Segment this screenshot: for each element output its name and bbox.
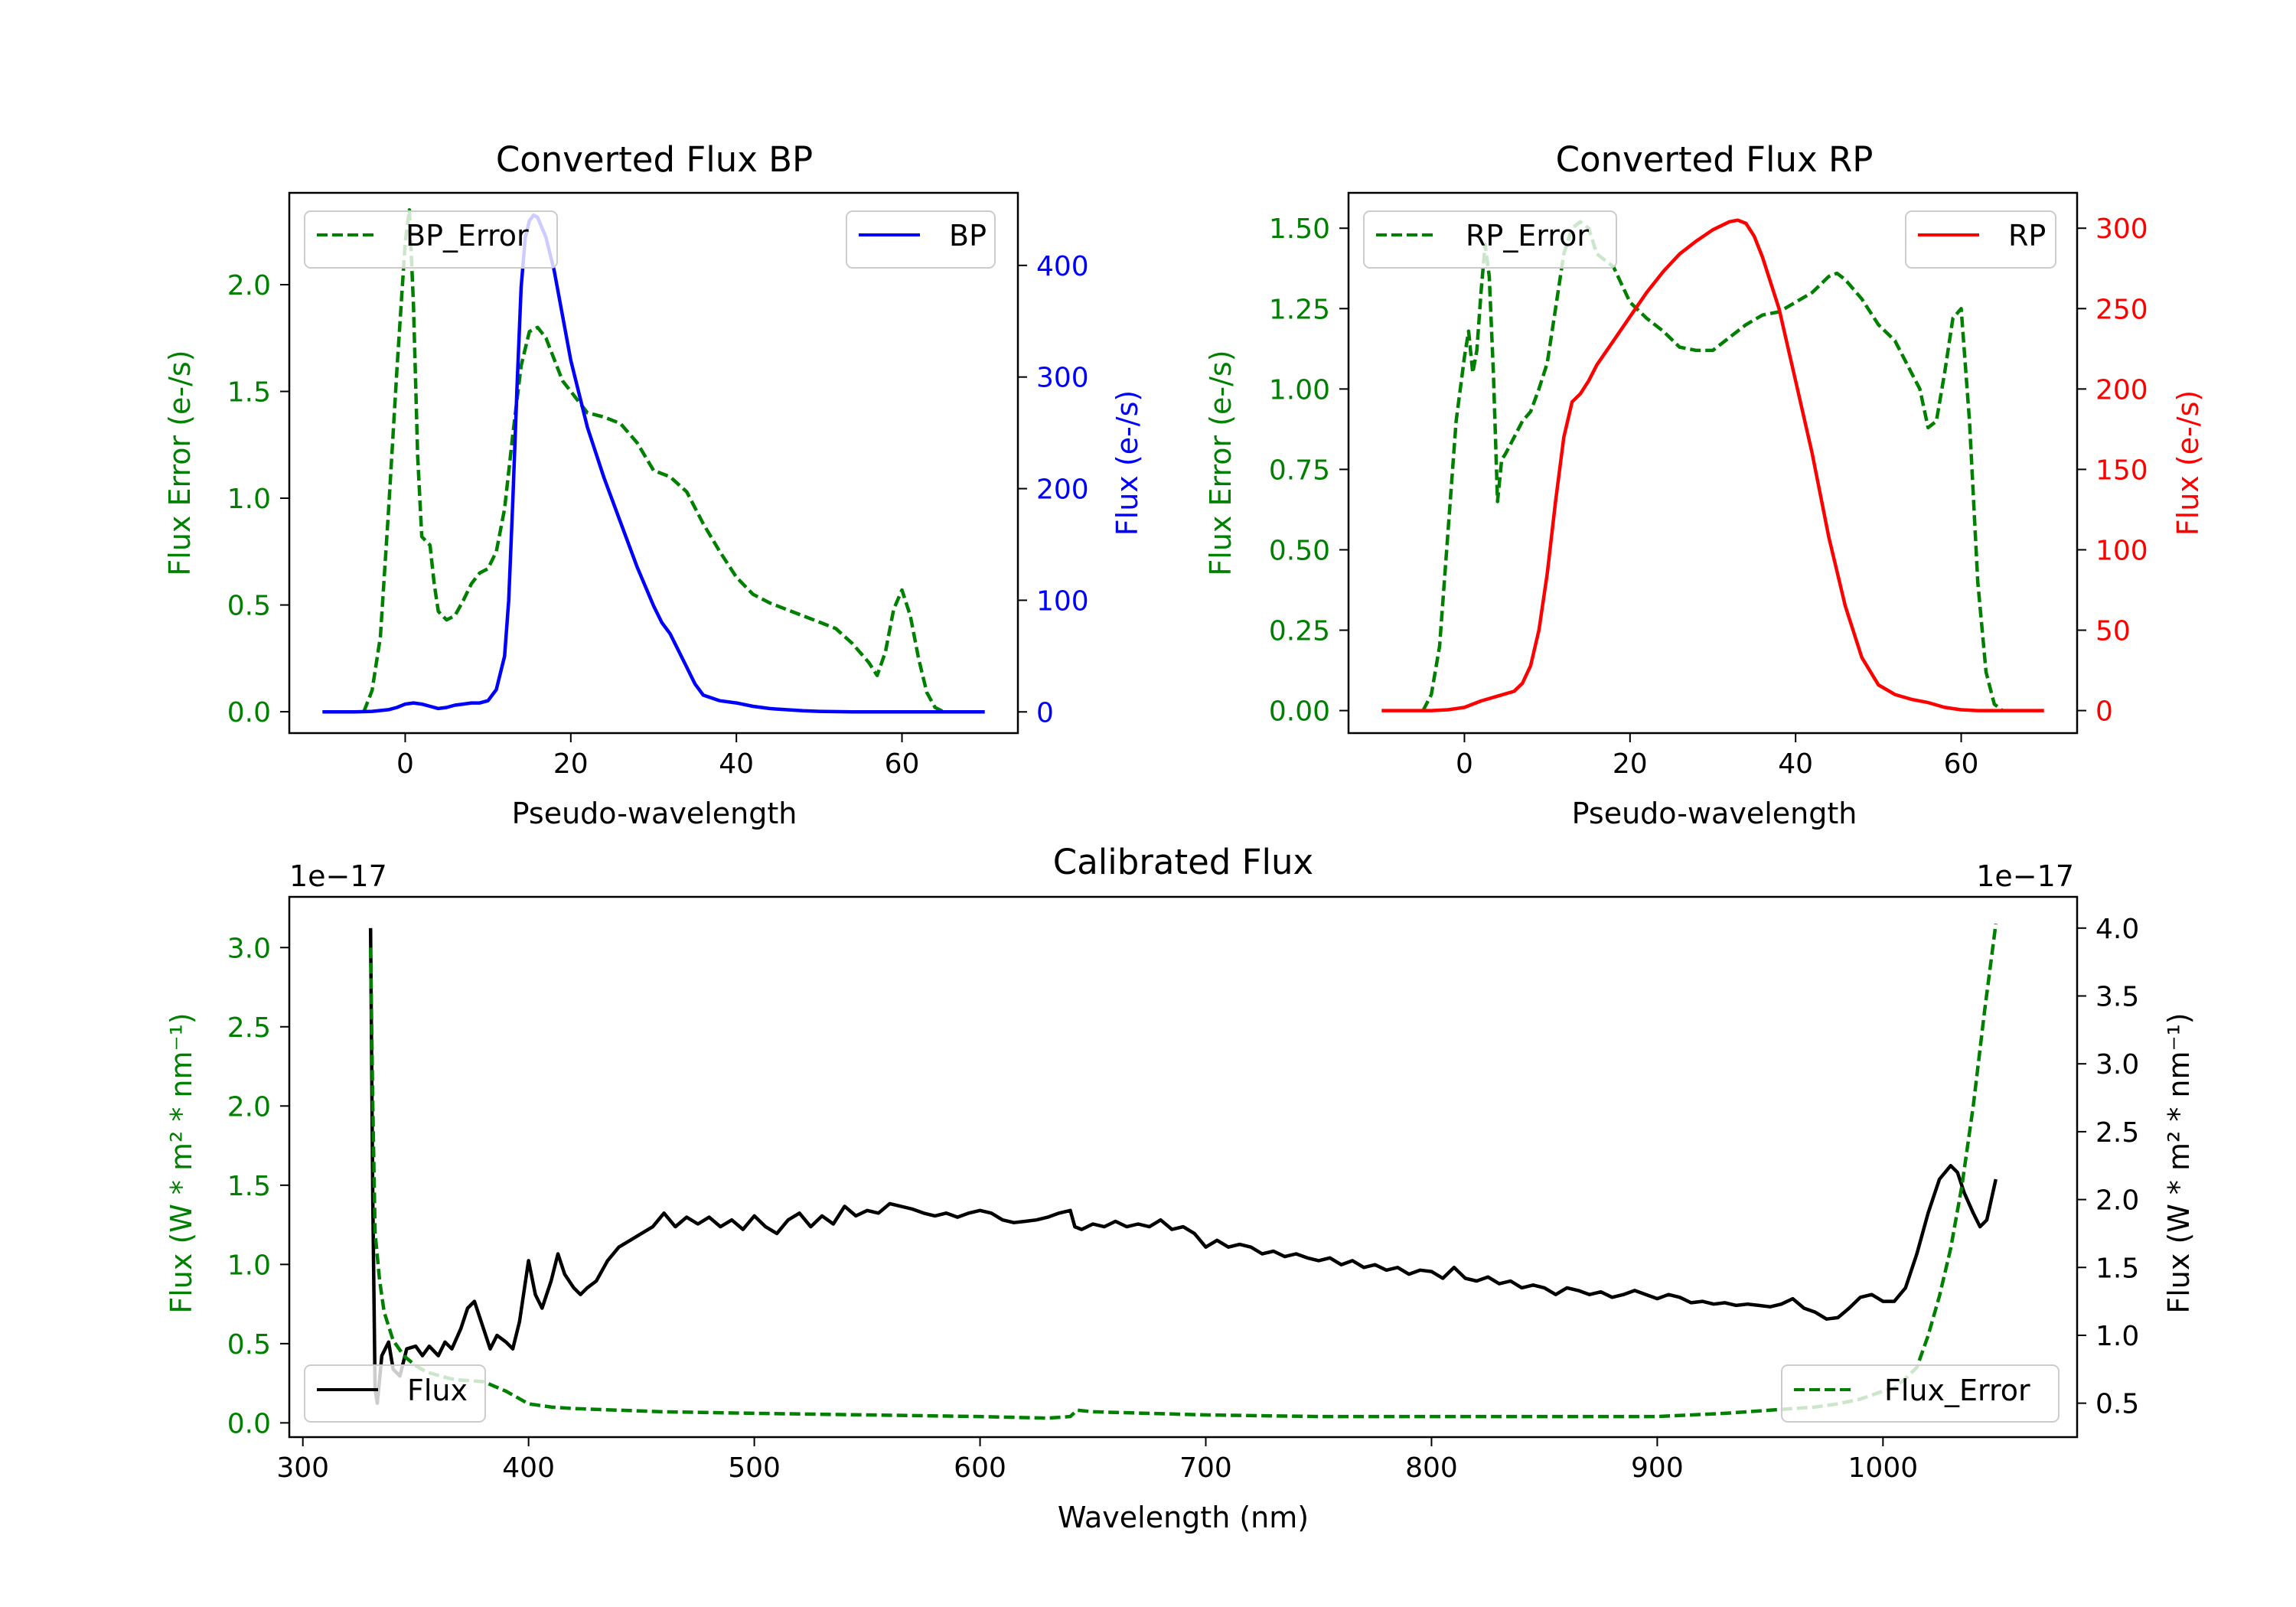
y-tick-label-right: 250: [2095, 294, 2148, 325]
y-tick-label-left: 2.5: [227, 1012, 271, 1044]
y-tick-label-right: 2.0: [2095, 1185, 2139, 1217]
y-tick-label-right: 300: [1036, 363, 1089, 394]
axes-frame: [1347, 191, 2079, 735]
x-tick-label: 500: [728, 1452, 781, 1484]
axes-frame: [288, 191, 1019, 735]
x-tick-label: 0: [1456, 748, 1473, 780]
plot-area: 0 20 40 60 0.00 0.25 0.50 0.75 1.00 1.25 1.50 0 50 10…: [1269, 191, 2148, 780]
y-tick-label-right: 100: [2095, 535, 2148, 566]
chart-panel-rp: Converted Flux RP 0 20 40 60 0.00 0.25 0.50 0.7…: [1204, 139, 2205, 830]
legend-flux: Flux: [304, 1364, 486, 1423]
y-axis-label-left: Flux Error (e-/s): [1204, 350, 1238, 575]
offset-label-left: 1e−17: [289, 859, 387, 893]
legend-label: RP: [2008, 219, 2046, 253]
y-tick-label-left: 0.75: [1269, 455, 1330, 486]
y-tick-label-left: 1.0: [227, 484, 271, 515]
y-tick-label-right: 150: [2095, 455, 2148, 486]
x-tick-label: 400: [502, 1452, 555, 1484]
y-tick-label-left: 0.00: [1269, 696, 1330, 728]
legend-error: RP_Error: [1363, 210, 1617, 269]
y-tick-label-right: 2.5: [2095, 1117, 2139, 1149]
x-tick-label: 40: [1778, 748, 1813, 780]
chart-panel-calibrated: Calibrated Flux 1e−17 1e−17 300 400 500 600…: [165, 842, 2196, 1534]
x-axis-label: Pseudo-wavelength: [512, 797, 797, 830]
y-tick-label-right: 100: [1036, 585, 1089, 617]
x-tick-label: 600: [954, 1452, 1006, 1484]
y-tick-label-left: 0.0: [227, 1408, 271, 1439]
x-tick-label: 300: [276, 1452, 329, 1484]
x-tick-label: 700: [1179, 1452, 1232, 1484]
y-axis-label-left: Flux Error (e-/s): [163, 350, 197, 575]
legend-flux: RP: [1905, 210, 2056, 269]
legend-flux: BP: [846, 210, 996, 269]
y-axis-label-right: Flux (e-/s): [1110, 390, 1144, 536]
axes-frame: [288, 895, 2079, 1439]
y-tick-label-left: 2.0: [227, 1091, 271, 1123]
chart-title: Converted Flux RP: [1556, 139, 1874, 180]
y-tick-label-right: 200: [1036, 474, 1089, 506]
y-tick-label-left: 1.5: [227, 1171, 271, 1202]
y-tick-label-right: 300: [2095, 214, 2148, 245]
x-tick-label: 60: [1944, 748, 1979, 780]
series-line-flux: [368, 927, 1998, 1405]
y-axis-label-right: Flux (W * m² * nm⁻¹): [2162, 1012, 2196, 1313]
y-axis-label-left: Flux (W * m² * nm⁻¹): [165, 1012, 198, 1313]
y-tick-label-right: 400: [1036, 251, 1089, 282]
legend-error: Flux_Error: [1781, 1364, 2060, 1423]
plot-area: 0 20 40 60 0.0 0.5 1.0 1.5 2.0 0 100 200 300 400: [227, 191, 1089, 780]
y-tick-label-left: 3.0: [227, 933, 271, 964]
x-tick-label: 800: [1405, 1452, 1458, 1484]
y-tick-label-left: 0.50: [1269, 535, 1330, 566]
legend-label: BP: [949, 219, 987, 253]
legend-label: RP_Error: [1466, 219, 1589, 253]
x-tick-label: 900: [1631, 1452, 1684, 1484]
y-tick-label-left: 1.0: [227, 1250, 271, 1281]
x-tick-label: 20: [553, 748, 589, 780]
y-tick-label-right: 0: [1036, 697, 1054, 729]
y-tick-label-left: 1.25: [1269, 294, 1330, 325]
series-line-rp: [1381, 218, 2044, 712]
y-tick-label-right: 3.0: [2095, 1049, 2139, 1081]
y-tick-label-right: 0.5: [2095, 1389, 2139, 1420]
x-axis-label: Wavelength (nm): [1058, 1501, 1309, 1534]
x-axis-label: Pseudo-wavelength: [1572, 797, 1857, 830]
legend-label: BP_Error: [406, 219, 529, 253]
x-tick-label: 1000: [1848, 1452, 1919, 1484]
y-tick-label-left: 0.25: [1269, 616, 1330, 647]
chart-panel-bp: Converted Flux BP 0 20 40 60 0.0 0.5 1.0 1.5 2.0…: [163, 139, 1144, 830]
y-tick-label-left: 0.0: [227, 697, 271, 729]
y-tick-label-left: 1.50: [1269, 214, 1330, 245]
y-tick-label-right: 0: [2095, 696, 2113, 728]
y-tick-label-right: 200: [2095, 374, 2148, 406]
y-tick-label-right: 50: [2095, 616, 2131, 647]
chart-title: Calibrated Flux: [1053, 842, 1313, 882]
y-tick-label-left: 0.5: [227, 591, 271, 622]
y-tick-label-right: 1.0: [2095, 1321, 2139, 1352]
x-tick-label: 40: [719, 748, 754, 780]
y-axis-label-right: Flux (e-/s): [2171, 390, 2205, 536]
y-tick-label-right: 4.0: [2095, 914, 2139, 945]
y-tick-label-right: 3.5: [2095, 981, 2139, 1012]
y-tick-label-right: 1.5: [2095, 1253, 2139, 1284]
series-line-bp-error: [362, 208, 944, 714]
legend-label: Flux_Error: [1884, 1374, 2030, 1407]
y-tick-label-left: 1.00: [1269, 374, 1330, 406]
x-tick-label: 60: [885, 748, 920, 780]
legend-error: BP_Error: [304, 210, 558, 269]
y-tick-label-left: 0.5: [227, 1329, 271, 1361]
x-tick-label: 20: [1613, 748, 1648, 780]
y-tick-label-left: 2.0: [227, 270, 271, 302]
plot-area: 300 400 500 600 700 800 900 1000 0.0 0.5 1.0 1.5 2.0…: [227, 895, 2139, 1484]
y-tick-label-left: 1.5: [227, 377, 271, 409]
chart-title: Converted Flux BP: [496, 139, 813, 180]
offset-label-right: 1e−17: [1976, 859, 2074, 893]
legend-label: Flux: [407, 1374, 468, 1407]
x-tick-label: 0: [396, 748, 414, 780]
